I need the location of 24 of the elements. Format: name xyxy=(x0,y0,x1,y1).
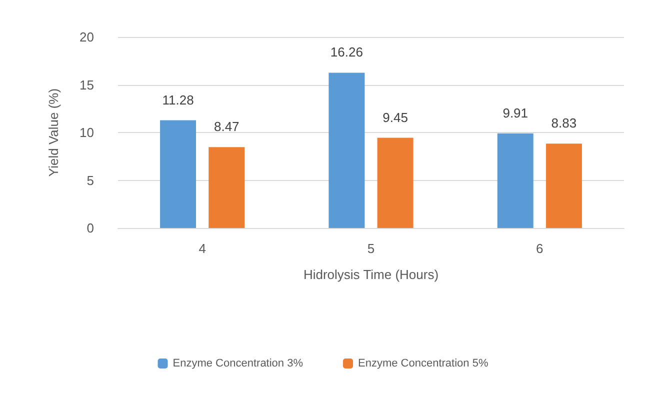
bar xyxy=(546,144,582,228)
bar xyxy=(328,72,365,228)
data-label: 11.28 xyxy=(162,92,194,108)
x-tick-label: 4 xyxy=(198,241,206,256)
data-label: 8.47 xyxy=(214,119,240,134)
data-label: 8.83 xyxy=(551,116,577,131)
y-tick-label: 5 xyxy=(86,172,94,188)
y-tick-label: 20 xyxy=(80,30,94,44)
y-tick-label: 0 xyxy=(86,220,94,236)
x-tick-label: 5 xyxy=(367,241,375,256)
y-tick-label: 15 xyxy=(80,77,94,92)
data-label: 9.45 xyxy=(382,110,408,125)
y-tick-label: 10 xyxy=(80,125,94,140)
legend-label: Enzyme Concentration 3% xyxy=(172,358,304,370)
x-axis-title: Hidrolysis Time (Hours) xyxy=(303,267,439,282)
bar xyxy=(377,138,414,228)
x-tick-label: 6 xyxy=(536,241,544,256)
data-label: 9.91 xyxy=(502,105,528,120)
legend-label: Enzyme Concentration 5% xyxy=(358,358,488,370)
bar xyxy=(497,133,534,228)
bar xyxy=(208,147,245,228)
data-label: 16.26 xyxy=(330,44,363,60)
y-axis-title: Yield Value (%) xyxy=(46,88,61,177)
bar xyxy=(160,120,196,228)
